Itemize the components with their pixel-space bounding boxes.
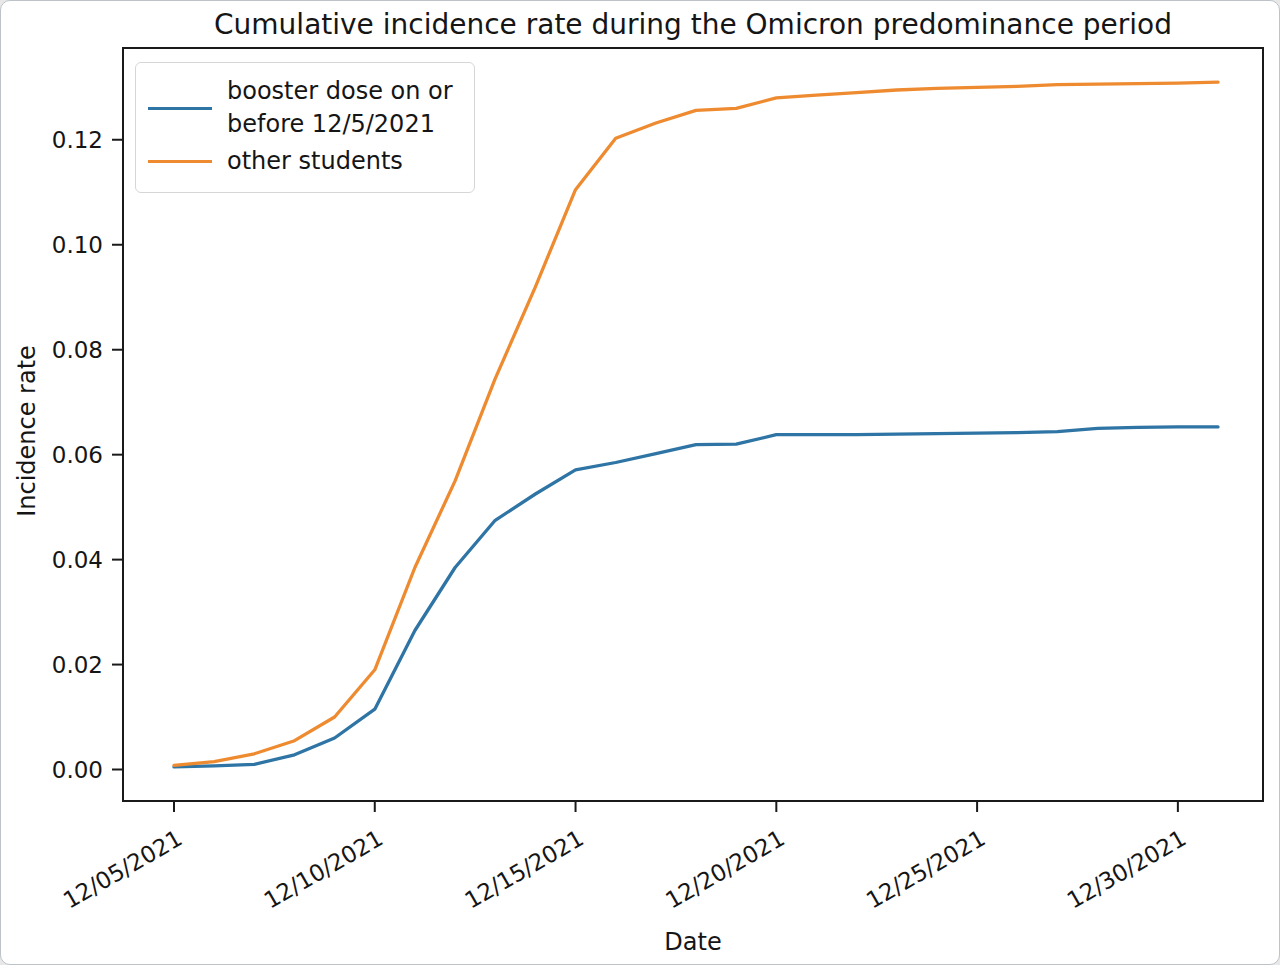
y-axis-label: Incidence rate [13,345,41,517]
x-tick-label: 12/15/2021 [460,825,588,914]
y-tick-label: 0.12 [52,127,103,153]
y-tick-label: 0.02 [52,652,103,678]
y-tick-label: 0.04 [52,547,103,573]
legend-entry-booster: booster dose on or before 12/5/2021 [148,75,460,141]
x-axis-label: Date [664,928,721,956]
x-tick-label: 12/25/2021 [862,825,990,914]
legend-line-other-students [148,160,212,163]
legend-entry-other-students: other students [148,145,460,178]
y-tick-label: 0.08 [52,337,103,363]
x-tick-label: 12/10/2021 [259,825,387,914]
y-tick-label: 0.10 [52,232,103,258]
y-tick-label: 0.06 [52,442,103,468]
x-tick-label: 12/30/2021 [1063,825,1191,914]
series-line-booster [174,427,1218,767]
x-tick-label: 12/05/2021 [59,825,187,914]
figure: Cumulative incidence rate during the Omi… [0,0,1280,965]
x-tick-label: 12/20/2021 [661,825,789,914]
y-tick-label: 0.00 [52,757,103,783]
legend-line-booster [148,107,212,110]
legend: booster dose on or before 12/5/2021 othe… [135,62,475,193]
legend-label-other-students: other students [227,145,403,178]
legend-label-booster: booster dose on or before 12/5/2021 [227,75,460,141]
